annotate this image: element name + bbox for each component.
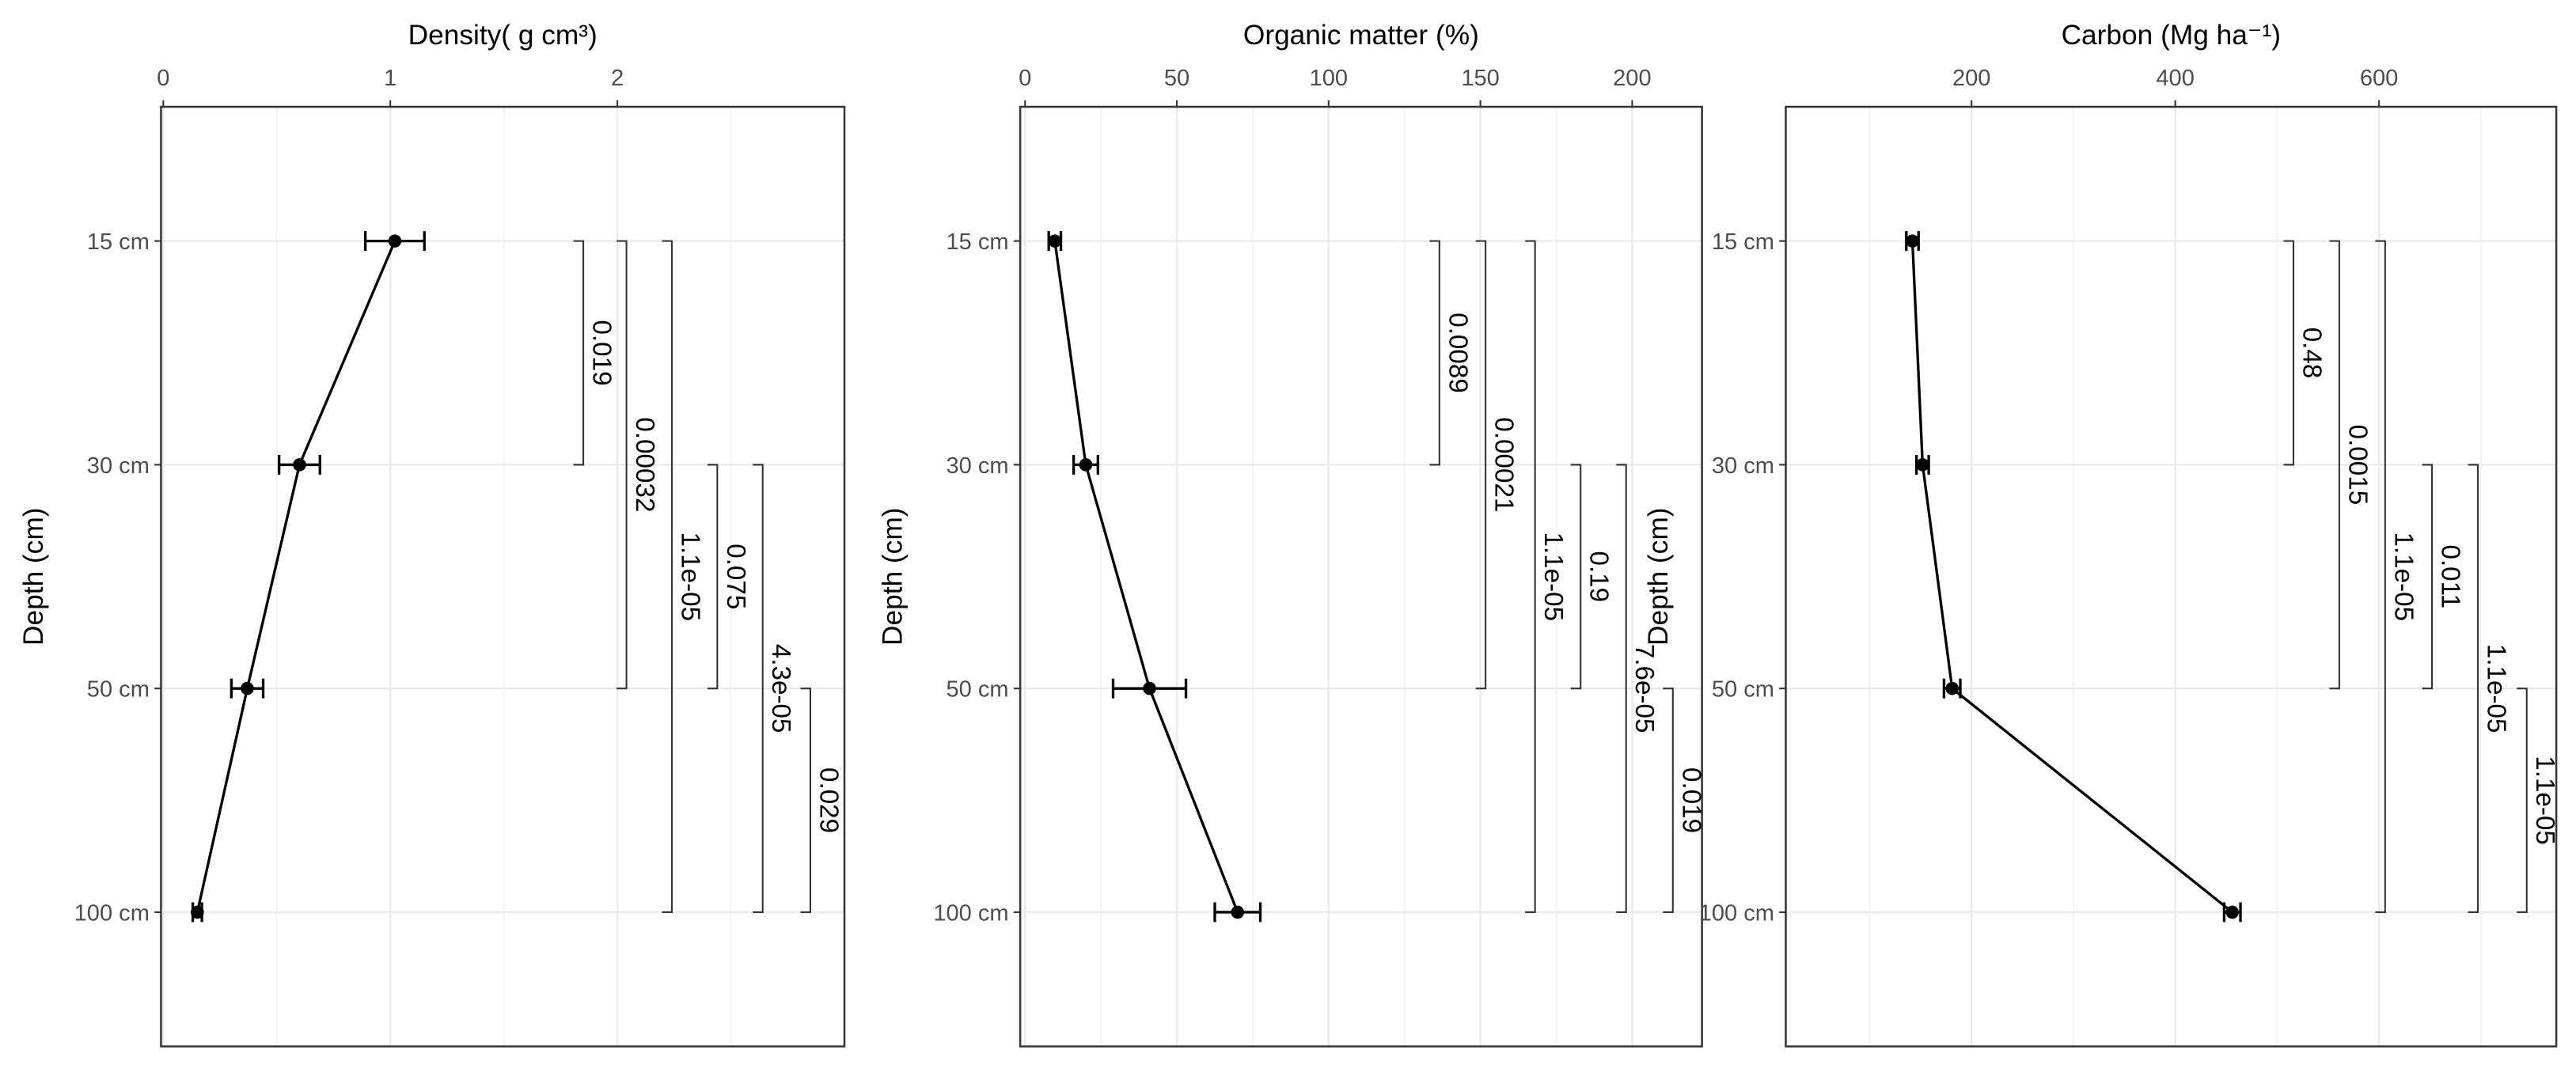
- comparison-label: 1.1e-05: [675, 532, 704, 621]
- x-tick-label: 1: [384, 66, 396, 91]
- comparison-label: 1.1e-05: [2481, 644, 2510, 733]
- data-line: [1910, 241, 2233, 914]
- comparison-label: 1.1e-05: [1538, 532, 1568, 621]
- comparison-bracket: [573, 240, 585, 466]
- x-tick-label: 50: [1164, 66, 1189, 91]
- data-point: [1143, 681, 1156, 695]
- comparison-bracket: [1475, 240, 1487, 690]
- data-point: [293, 458, 306, 472]
- data-point: [191, 905, 204, 919]
- panel: 0 50 100 150 200 15 cm 30 cm 50 cm 100 cm Organic…: [878, 20, 1705, 1048]
- comparison-label: 0.48: [2297, 328, 2326, 379]
- y-tick-label: 30 cm: [1712, 453, 1774, 479]
- chart-title: Density( g cm³): [408, 20, 598, 51]
- data-line: [195, 240, 396, 913]
- x-tick-label: 0: [157, 66, 169, 91]
- comparison-bracket: [2517, 688, 2528, 913]
- comparison-label: 0.00021: [1489, 417, 1519, 512]
- comparison-label: 0.0015: [2343, 425, 2372, 506]
- comparison-label: 1.1e-05: [2388, 532, 2418, 621]
- comparison-label: 0.0089: [1443, 313, 1472, 393]
- panel-border: [1019, 105, 1703, 1048]
- comparison-label: 0.19: [1584, 551, 1614, 602]
- data-point: [1231, 905, 1245, 919]
- data-line: [1053, 241, 1239, 913]
- data-point: [1079, 458, 1093, 472]
- comparison-label: 1.1e-05: [2530, 756, 2559, 845]
- comparison-label: 0.075: [721, 544, 750, 609]
- x-tick-label: 2: [611, 66, 624, 91]
- y-tick-label: 50 cm: [946, 677, 1008, 703]
- y-axis-title: Depth (cm): [878, 508, 909, 646]
- data-point: [1048, 234, 1062, 248]
- panel-background: [1020, 106, 1702, 1047]
- comparison-bracket: [2422, 464, 2434, 690]
- x-tick-label: 150: [1461, 66, 1499, 91]
- comparison-bracket: [662, 240, 673, 913]
- panel: 200 400 600 15 cm 30 cm 50 cm 100 cm Carbon (Mg…: [1643, 20, 2559, 1048]
- comparison-bracket: [1570, 464, 1582, 690]
- data-point: [1945, 681, 1960, 695]
- y-tick-label: 50 cm: [1712, 677, 1774, 703]
- chart-title: Carbon (Mg ha⁻¹): [2062, 20, 2281, 51]
- y-axis-title: Depth (cm): [18, 508, 49, 646]
- x-tick-label: 0: [1019, 66, 1031, 91]
- comparison-label: 0.00032: [630, 417, 659, 512]
- comparison-bracket: [2468, 464, 2479, 913]
- x-tick-label: 600: [2360, 66, 2398, 91]
- panel: 0 1 2 15 cm 30 cm 50 cm 100 cm Density( g cm³) D…: [18, 20, 846, 1048]
- y-tick-label: 15 cm: [87, 229, 150, 255]
- data-point: [1906, 234, 1919, 248]
- data-point: [1916, 458, 1929, 472]
- comparison-bracket: [1616, 464, 1627, 913]
- comparison-label: 0.011: [2435, 544, 2464, 608]
- comparison-bracket: [2283, 240, 2295, 466]
- y-tick-label: 50 cm: [87, 677, 150, 703]
- comparison-bracket: [753, 464, 764, 913]
- comparison-label: 7.6e-05: [1629, 644, 1659, 733]
- y-tick-label: 100 cm: [1699, 900, 1774, 926]
- x-tick-label: 200: [1613, 66, 1651, 91]
- comparison-bracket: [1525, 240, 1536, 913]
- data-point: [388, 234, 402, 248]
- comparison-bracket: [707, 464, 719, 690]
- y-tick-label: 15 cm: [946, 229, 1008, 255]
- y-tick-label: 15 cm: [1712, 229, 1774, 255]
- data-point: [2225, 905, 2240, 919]
- comparison-bracket: [800, 688, 812, 913]
- comparison-bracket: [616, 240, 628, 690]
- comparison-label: 0.029: [814, 767, 843, 833]
- y-tick-label: 100 cm: [74, 900, 150, 926]
- y-tick-label: 100 cm: [933, 900, 1008, 926]
- x-tick-label: 100: [1310, 66, 1348, 91]
- comparison-bracket: [1429, 240, 1440, 466]
- comparison-bracket: [2329, 240, 2340, 690]
- y-tick-label: 30 cm: [87, 453, 150, 479]
- comparison-label: 0.019: [1676, 767, 1705, 833]
- chart-title: Organic matter (%): [1243, 20, 1479, 51]
- x-tick-label: 400: [2156, 66, 2194, 91]
- panel-border: [160, 105, 846, 1048]
- comparison-label: 0.019: [587, 320, 616, 385]
- y-axis-title: Depth (cm): [1643, 508, 1674, 646]
- comparison-label: 4.3e-05: [766, 644, 795, 733]
- data-point: [241, 681, 254, 695]
- x-tick-label: 200: [1952, 66, 1990, 91]
- panel-border: [1785, 105, 2558, 1048]
- comparison-bracket: [2375, 240, 2386, 913]
- y-tick-label: 30 cm: [946, 453, 1008, 479]
- comparison-bracket: [1663, 688, 1674, 913]
